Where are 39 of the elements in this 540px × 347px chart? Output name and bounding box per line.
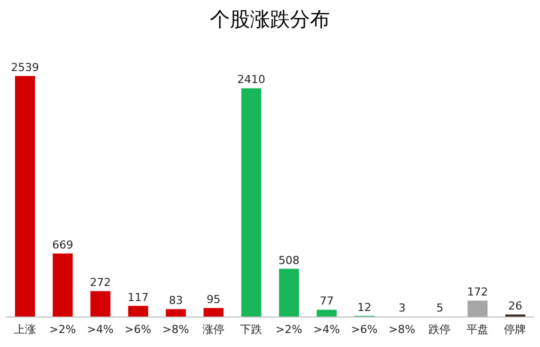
x-tick-label: 下跌 [240,322,262,336]
x-tick-label: 涨停 [202,322,224,336]
x-tick-label: 上涨 [14,322,36,336]
x-tick-label: >2% [276,322,302,336]
bar [241,88,262,317]
x-tick-label: >4% [313,322,340,336]
bar [90,291,110,317]
data-label: 2410 [237,73,266,86]
data-label: 272 [90,276,111,290]
data-label: 95 [206,292,221,306]
x-tick-label: >6% [124,322,152,336]
bar [279,268,299,317]
data-label: 26 [508,300,522,313]
bar [316,310,337,317]
x-tick-label: >2% [49,322,76,336]
bar [468,300,488,317]
x-tick-label: >6% [350,322,378,336]
data-label: 508 [278,254,300,267]
data-label: 77 [320,294,334,308]
bar [166,309,186,317]
bar [204,308,224,317]
bar [52,254,73,317]
bar [15,76,35,317]
data-label: 83 [168,294,183,308]
x-tick-label: >8% [388,322,416,336]
x-tick-label: >4% [86,322,114,336]
chart-title: 个股涨跌分布 [209,6,331,33]
x-tick-label: >8% [162,322,190,336]
data-label: 5 [436,302,444,315]
data-label: 117 [128,290,149,304]
data-label: 172 [467,286,488,299]
x-tick-label: 停牌 [504,322,526,336]
data-label: 669 [52,238,74,252]
data-label: 2539 [11,61,39,74]
x-tick-label: 跌停 [428,322,451,336]
bar [128,306,148,317]
data-label: 3 [398,302,406,315]
data-label: 12 [357,300,372,314]
x-tick-label: 平盘 [466,322,488,336]
